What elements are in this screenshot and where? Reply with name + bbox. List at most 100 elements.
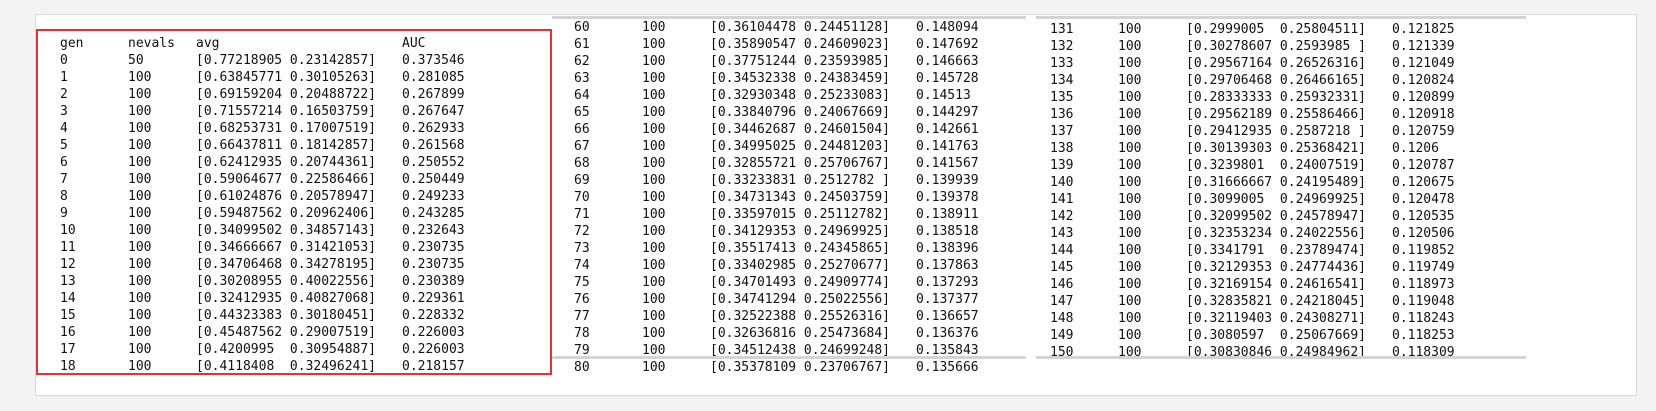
cell-gen: 6 (60, 155, 68, 170)
cell-gen: 13 (60, 274, 76, 289)
cell-gen: 138 (1050, 141, 1074, 156)
cell-auc: 0.146663 (916, 54, 979, 69)
cell-auc: 0.136657 (916, 309, 979, 324)
cell-gen: 64 (574, 88, 590, 103)
cell-auc: 0.120506 (1392, 226, 1455, 241)
cell-nevals: 100 (642, 292, 666, 307)
cell-auc: 0.229361 (402, 291, 465, 306)
cell-avg: [0.35378109 0.23706767] (710, 360, 891, 375)
cell-auc: 0.281085 (402, 70, 465, 85)
header-auc: AUC (402, 36, 426, 51)
cell-nevals: 100 (1118, 192, 1142, 207)
cell-auc: 0.119048 (1392, 294, 1455, 309)
cell-gen: 62 (574, 54, 590, 69)
cell-auc: 0.267647 (402, 104, 465, 119)
cell-avg: [0.69159204 0.20488722] (196, 87, 377, 102)
cell-gen: 146 (1050, 277, 1074, 292)
cell-gen: 15 (60, 308, 76, 323)
cell-avg: [0.34666667 0.31421053] (196, 240, 377, 255)
cell-nevals: 100 (1118, 226, 1142, 241)
training-log-panel-highlighted: gen nevals avg AUC 0 50 [0.77218905 0.23142857… (36, 29, 552, 375)
cell-auc: 0.118243 (1392, 311, 1455, 326)
cell-nevals: 100 (642, 122, 666, 137)
cell-nevals: 100 (128, 240, 152, 255)
cell-avg: [0.29562189 0.25586466] (1186, 107, 1367, 122)
cell-gen: 142 (1050, 209, 1074, 224)
cell-nevals: 100 (1118, 311, 1142, 326)
cell-gen: 14 (60, 291, 76, 306)
cell-avg: [0.34706468 0.34278195] (196, 257, 377, 272)
scroll-edge-bottom (552, 356, 1026, 359)
cell-avg: [0.32930348 0.25233083] (710, 88, 891, 103)
cell-nevals: 50 (128, 53, 144, 68)
cell-gen: 76 (574, 292, 590, 307)
cell-avg: [0.34462687 0.24601504] (710, 122, 891, 137)
cell-nevals: 100 (642, 139, 666, 154)
cell-auc: 0.373546 (402, 53, 465, 68)
cell-gen: 80 (574, 360, 590, 375)
header-gen: gen (60, 36, 84, 51)
cell-avg: [0.36104478 0.24451128] (710, 20, 891, 35)
cell-nevals: 100 (642, 224, 666, 239)
cell-avg: [0.35890547 0.24609023] (710, 37, 891, 52)
scroll-edge-top (552, 16, 1026, 19)
cell-avg: [0.37751244 0.23593985] (710, 54, 891, 69)
cell-auc: 0.226003 (402, 325, 465, 340)
cell-avg: [0.32099502 0.24578947] (1186, 209, 1367, 224)
cell-gen: 3 (60, 104, 68, 119)
cell-nevals: 100 (128, 325, 152, 340)
cell-gen: 7 (60, 172, 68, 187)
cell-avg: [0.29567164 0.26526316] (1186, 56, 1367, 71)
cell-auc: 0.228332 (402, 308, 465, 323)
cell-avg: [0.33840796 0.24067669] (710, 105, 891, 120)
cell-avg: [0.34995025 0.24481203] (710, 139, 891, 154)
cell-nevals: 100 (642, 309, 666, 324)
cell-avg: [0.45487562 0.29007519] (196, 325, 377, 340)
training-log-panel-middle: 60 100 [0.36104478 0.24451128] 0.148094 61 10… (552, 19, 1034, 379)
cell-avg: [0.71557214 0.16503759] (196, 104, 377, 119)
cell-avg: [0.59064677 0.22586466] (196, 172, 377, 187)
cell-gen: 73 (574, 241, 590, 256)
cell-nevals: 100 (128, 308, 152, 323)
cell-gen: 75 (574, 275, 590, 290)
cell-auc: 0.230389 (402, 274, 465, 289)
cell-nevals: 100 (128, 257, 152, 272)
cell-gen: 16 (60, 325, 76, 340)
cell-avg: [0.29706468 0.26466165] (1186, 73, 1367, 88)
cell-gen: 135 (1050, 90, 1074, 105)
cell-nevals: 100 (1118, 56, 1142, 71)
cell-auc: 0.137863 (916, 258, 979, 273)
cell-nevals: 100 (128, 70, 152, 85)
cell-avg: [0.4200995 0.30954887] (196, 342, 377, 357)
cell-avg: [0.34532338 0.24383459] (710, 71, 891, 86)
cell-auc: 0.120478 (1392, 192, 1455, 207)
cell-avg: [0.3080597 0.25067669] (1186, 328, 1367, 343)
cell-nevals: 100 (1118, 260, 1142, 275)
cell-nevals: 100 (642, 105, 666, 120)
cell-auc: 0.121049 (1392, 56, 1455, 71)
cell-gen: 2 (60, 87, 68, 102)
cell-gen: 144 (1050, 243, 1074, 258)
cell-auc: 0.1206 (1392, 141, 1439, 156)
cell-auc: 0.226003 (402, 342, 465, 357)
cell-avg: [0.33402985 0.25270677] (710, 258, 891, 273)
cell-auc: 0.145728 (916, 71, 979, 86)
cell-gen: 137 (1050, 124, 1074, 139)
cell-nevals: 100 (1118, 22, 1142, 37)
cell-auc: 0.120787 (1392, 158, 1455, 173)
cell-auc: 0.138396 (916, 241, 979, 256)
cell-auc: 0.250449 (402, 172, 465, 187)
cell-gen: 139 (1050, 158, 1074, 173)
scroll-edge-bottom-right (1036, 356, 1526, 359)
cell-avg: [0.3239801 0.24007519] (1186, 158, 1367, 173)
cell-auc: 0.138518 (916, 224, 979, 239)
cell-auc: 0.138911 (916, 207, 979, 222)
cell-auc: 0.261568 (402, 138, 465, 153)
header-avg: avg (196, 36, 220, 51)
cell-gen: 136 (1050, 107, 1074, 122)
cell-nevals: 100 (642, 54, 666, 69)
cell-auc: 0.137377 (916, 292, 979, 307)
training-log-panel-right: 131 100 [0.2999005 0.25804511] 0.121825 132 1… (1028, 19, 1568, 369)
cell-nevals: 100 (642, 343, 666, 358)
cell-auc: 0.137293 (916, 275, 979, 290)
